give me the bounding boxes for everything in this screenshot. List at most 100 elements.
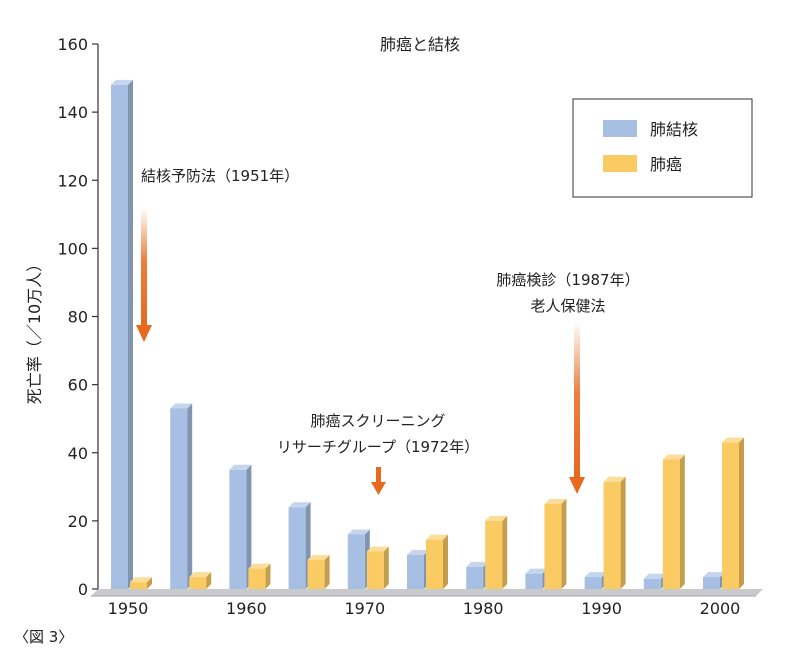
legend-swatch-lc <box>603 155 637 172</box>
y-tick-label: 20 <box>68 512 88 531</box>
bar-top <box>544 498 567 504</box>
bar-top <box>466 561 489 567</box>
bar-top <box>722 437 744 443</box>
bar-side <box>383 546 389 589</box>
bar-side <box>739 437 744 589</box>
bar-top <box>643 573 666 579</box>
x-tick-label: 1980 <box>463 599 504 618</box>
chart-floor <box>91 589 763 596</box>
bar-lung-cancer <box>426 534 448 589</box>
bar-lung-cancer <box>544 498 567 589</box>
bar-top <box>525 568 548 574</box>
bar-lung-cancer <box>189 572 212 589</box>
bar-side <box>324 555 330 589</box>
bar-front <box>426 539 443 589</box>
bar-tuberculosis <box>584 572 607 589</box>
arrow-head <box>569 477 585 494</box>
bar-tuberculosis <box>466 561 489 589</box>
bar-front <box>248 568 266 589</box>
bar-tuberculosis <box>229 464 252 589</box>
bar-lung-cancer <box>485 515 508 589</box>
bar-front <box>407 554 424 589</box>
bar-top <box>248 563 271 569</box>
bar-top <box>170 403 193 409</box>
bar-front <box>466 566 484 589</box>
annotation-text: リサーチグループ（1972年） <box>277 438 479 456</box>
bar-top <box>662 454 685 460</box>
bar-top <box>347 529 370 535</box>
bar-top <box>584 572 607 578</box>
bar-side <box>620 476 626 589</box>
y-tick-label: 140 <box>57 103 88 122</box>
bar-front <box>544 503 562 589</box>
bar-lung-cancer <box>130 577 152 589</box>
bar-front <box>170 408 188 589</box>
legend-swatch-tb <box>603 120 637 137</box>
bar-front <box>111 84 128 589</box>
annotation-screening-group: 肺癌スクリーニング リサーチグループ（1972年） <box>277 412 479 495</box>
bar-tuberculosis <box>347 529 370 589</box>
x-axis-ticks: 1950 1960 1970 1980 1990 2000 <box>108 599 741 618</box>
y-tick-label: 120 <box>57 171 88 190</box>
legend: 肺結核 肺癌 <box>572 98 753 198</box>
bar-front <box>229 469 247 589</box>
bar-side <box>443 534 448 589</box>
legend-label-lc: 肺癌 <box>650 155 682 174</box>
arrow-shaft <box>141 208 147 326</box>
bar-side <box>206 572 212 589</box>
bar-top <box>407 549 429 555</box>
bar-lung-cancer <box>366 546 389 589</box>
bar-tuberculosis <box>643 573 666 589</box>
bar-front <box>347 534 365 589</box>
bar-tuberculosis <box>407 549 429 589</box>
bar-side <box>679 454 685 589</box>
annotation-screening-1987: 肺癌検診（1987年） 老人保健法 <box>496 271 640 494</box>
bars <box>111 79 744 589</box>
annotation-text: 肺癌検診（1987年） <box>496 271 639 289</box>
bar-lung-cancer <box>248 563 271 589</box>
bar-top <box>485 515 508 521</box>
arrow-head <box>371 482 386 495</box>
bar-tuberculosis <box>525 568 548 589</box>
bar-front <box>307 560 325 589</box>
y-tick-label: 100 <box>57 239 88 258</box>
bar-side <box>502 515 508 589</box>
y-tick-label: 40 <box>68 444 88 463</box>
bar-front <box>130 582 147 589</box>
bar-lung-cancer <box>307 555 330 589</box>
bar-lung-cancer <box>603 476 626 589</box>
bar-tuberculosis <box>703 572 725 589</box>
annotation-text: 老人保健法 <box>530 297 605 315</box>
bar-side <box>265 563 271 589</box>
bar-top <box>130 577 152 583</box>
x-tick-label: 1970 <box>344 599 385 618</box>
bar-side <box>561 498 567 589</box>
x-tick-label: 1960 <box>226 599 267 618</box>
arrow-shaft <box>574 322 580 478</box>
bar-front <box>366 551 384 589</box>
y-axis-ticks: 0 20 40 60 80 100 120 140 160 <box>57 35 98 599</box>
annotation-text: 肺癌スクリーニング <box>310 412 445 430</box>
arrow-shaft <box>376 467 381 483</box>
chart-title: 肺癌と結核 <box>380 35 460 54</box>
bar-top <box>366 546 389 552</box>
bar-front <box>485 520 503 589</box>
bar-side <box>128 79 133 589</box>
bar-top <box>288 502 311 508</box>
legend-box <box>572 98 753 198</box>
y-tick-label: 0 <box>78 580 88 599</box>
bar-front <box>584 577 602 589</box>
y-tick-label: 160 <box>57 35 88 54</box>
bar-side <box>187 403 193 589</box>
arrow-head <box>136 325 152 342</box>
bar-front <box>703 577 720 589</box>
bar-top <box>426 534 448 540</box>
bar-top <box>603 476 626 482</box>
bar-front <box>643 578 661 589</box>
y-tick-label: 80 <box>68 308 88 327</box>
y-axis-label: 死亡率（／10万人） <box>25 256 44 404</box>
bar-side <box>246 464 252 589</box>
bar-side <box>147 577 152 589</box>
bar-top <box>307 555 330 561</box>
